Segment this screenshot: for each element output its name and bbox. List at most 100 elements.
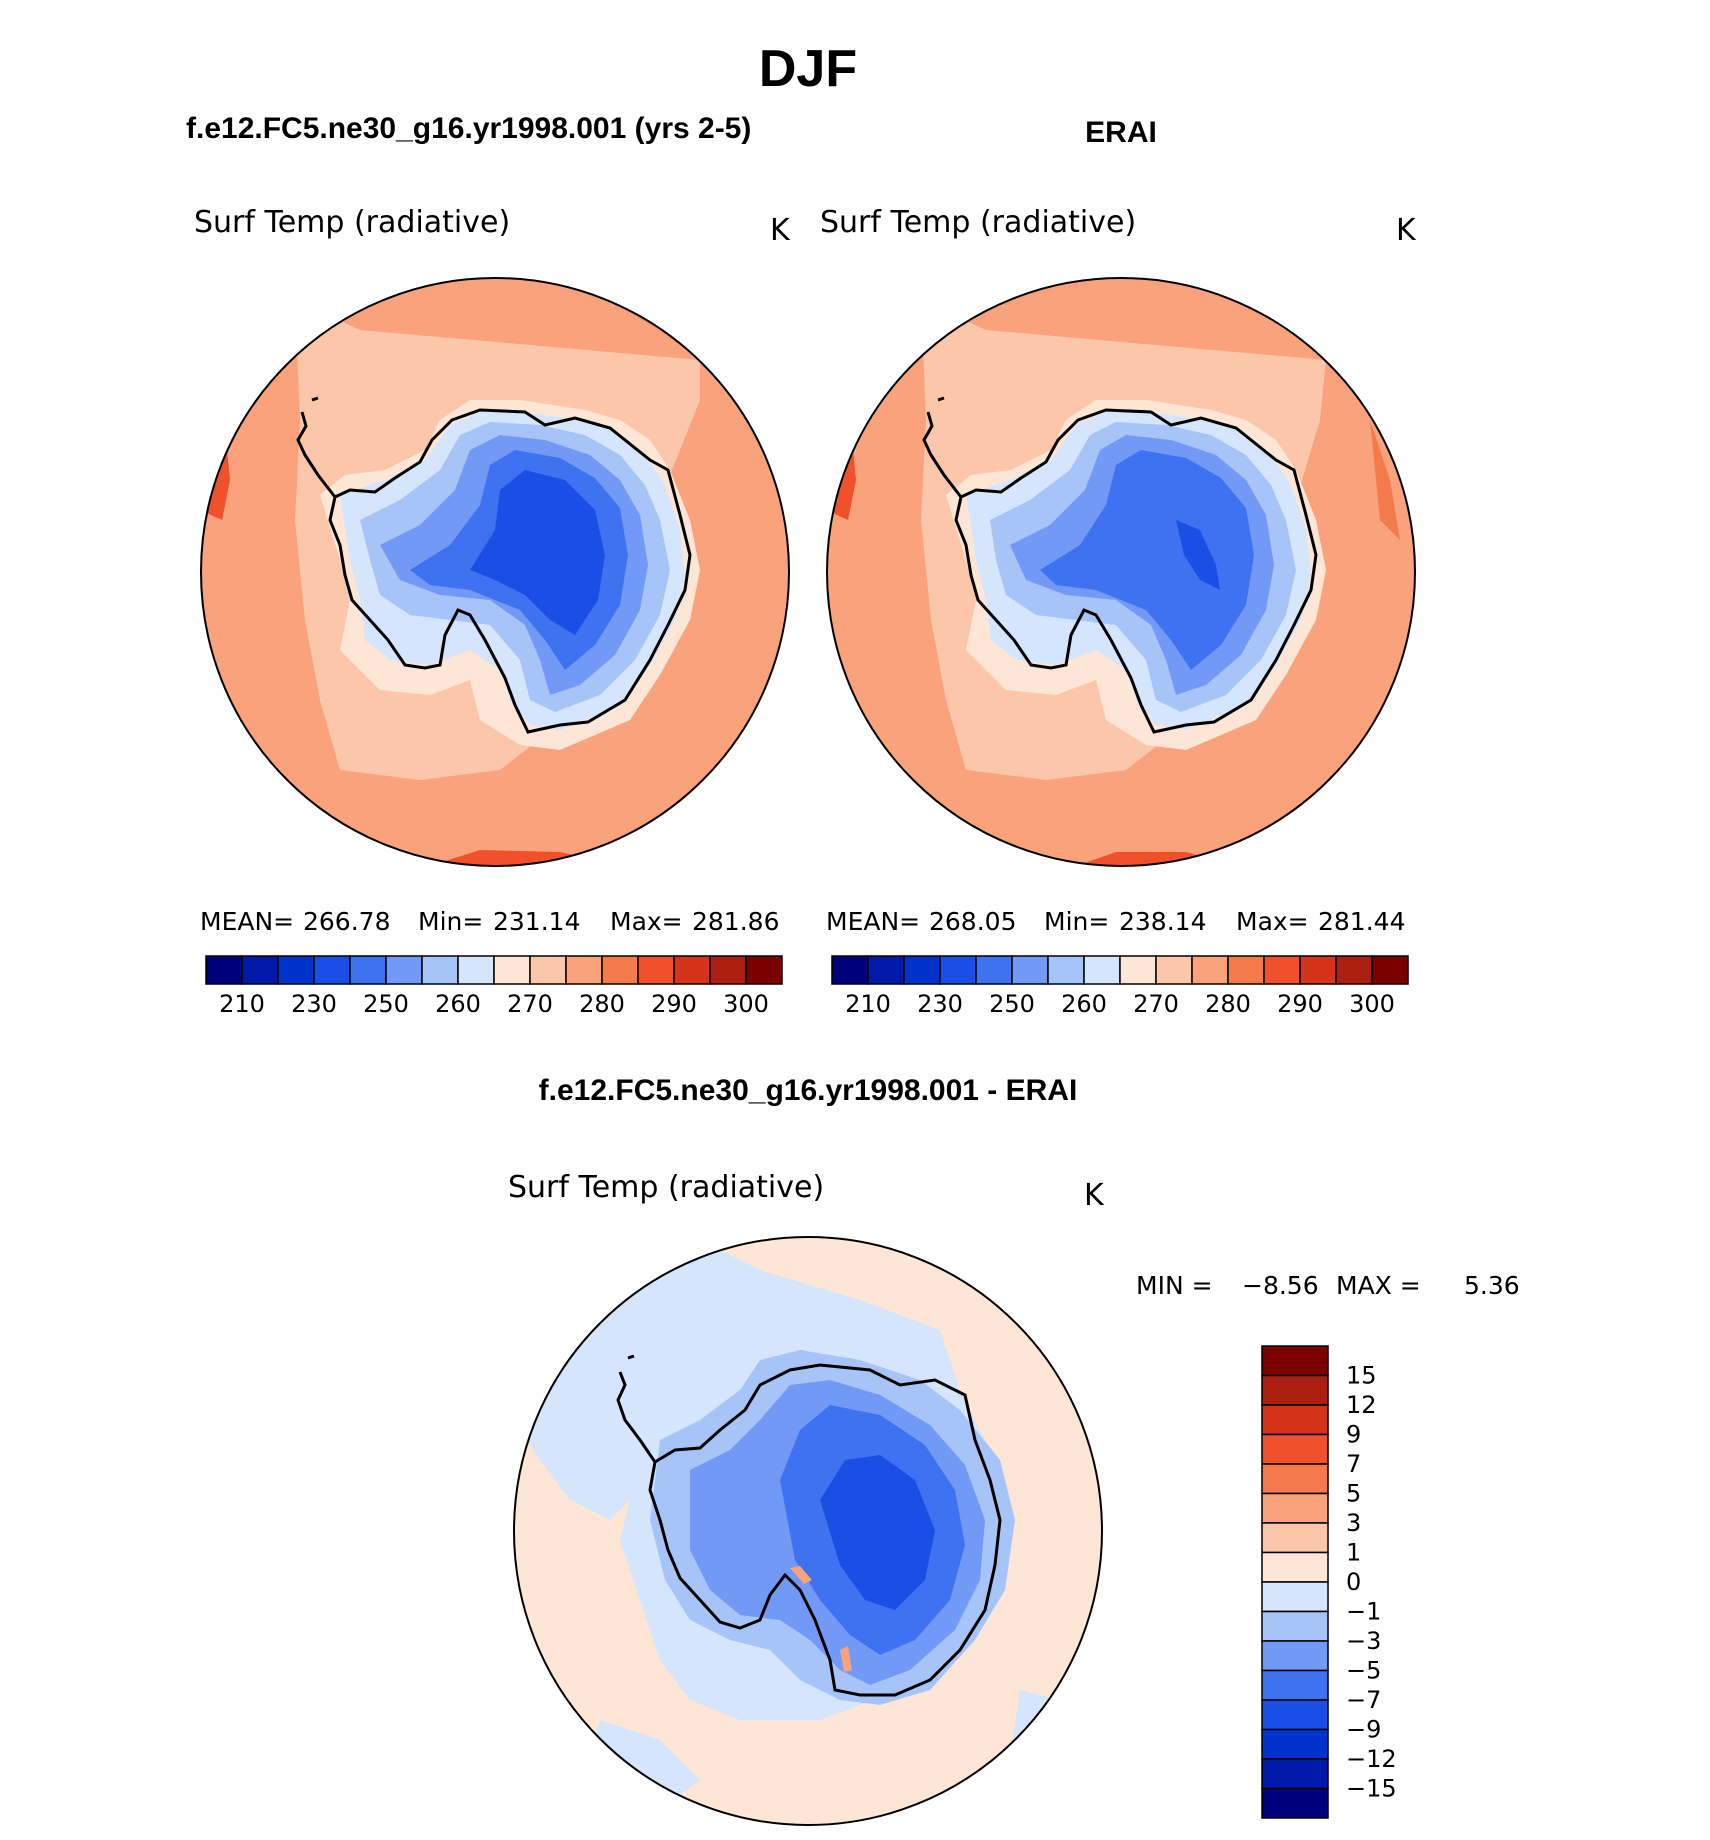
colorbar-swatch bbox=[975, 955, 1013, 985]
colorbar-tick-label: −9 bbox=[1346, 1716, 1381, 1744]
diff-min-value: −8.56 bbox=[1242, 1271, 1319, 1300]
colorbar-tick-label: 7 bbox=[1346, 1450, 1361, 1478]
panel-2-min-value: 238.14 bbox=[1119, 907, 1206, 936]
colorbar-tick-label: −7 bbox=[1346, 1686, 1381, 1714]
colorbar-swatch bbox=[1155, 955, 1193, 985]
colorbar-tick-label: 3 bbox=[1346, 1509, 1361, 1537]
colorbar-swatch bbox=[903, 955, 941, 985]
colorbar-tick-label: 260 bbox=[435, 990, 481, 1018]
colorbar-tick-label: 0 bbox=[1346, 1568, 1361, 1596]
colorbar-swatch bbox=[1261, 1433, 1329, 1465]
diff-panel-header: f.e12.FC5.ne30_g16.yr1998.001 - ERAI bbox=[539, 1074, 1078, 1107]
colorbar-swatch bbox=[1047, 955, 1085, 985]
diff-units-label: K bbox=[1084, 1178, 1105, 1213]
diff-min-label: MIN = bbox=[1136, 1271, 1213, 1300]
colorbar-swatch bbox=[205, 955, 243, 985]
colorbar-swatch bbox=[529, 955, 567, 985]
colorbar-tick-label: 280 bbox=[1205, 990, 1251, 1018]
colorbar-swatch bbox=[457, 955, 495, 985]
colorbar-swatch bbox=[1261, 1669, 1329, 1701]
colorbar-tick-label: −5 bbox=[1346, 1657, 1381, 1685]
colorbar-tick-label: 250 bbox=[363, 990, 409, 1018]
colorbar-tick-label: 290 bbox=[1277, 990, 1323, 1018]
diff-map-border bbox=[513, 1236, 1103, 1826]
colorbar-tick-label: 15 bbox=[1346, 1362, 1377, 1390]
island-southern-ocean bbox=[627, 1354, 635, 1360]
panel-2-header: ERAI bbox=[1085, 116, 1157, 149]
colorbar-swatch bbox=[1011, 955, 1049, 985]
colorbar-swatch bbox=[601, 955, 639, 985]
colorbar-tick-label: 9 bbox=[1346, 1421, 1361, 1449]
colorbar-swatch bbox=[493, 955, 531, 985]
panel-1-max-value: 281.86 bbox=[692, 907, 779, 936]
figure-title: DJF bbox=[759, 40, 857, 98]
colorbar-swatch bbox=[1261, 1581, 1329, 1613]
colorbar-swatch bbox=[241, 955, 279, 985]
panel-1-min-value: 231.14 bbox=[493, 907, 580, 936]
diff-max-label: MAX = bbox=[1336, 1271, 1421, 1300]
colorbar-swatch bbox=[1227, 955, 1265, 985]
diff-stats: MIN = −8.56 MAX = 5.36 bbox=[1136, 1271, 1520, 1300]
colorbar-tick-label: 5 bbox=[1346, 1480, 1361, 1508]
colorbar-tick-label: 12 bbox=[1346, 1391, 1377, 1419]
colorbar-swatch bbox=[1261, 1345, 1329, 1377]
colorbar-swatch bbox=[745, 955, 783, 985]
warm-anomaly-coast-2 bbox=[840, 1646, 852, 1672]
colorbar-swatch bbox=[1371, 955, 1409, 985]
panel-2-min-label: Min= bbox=[1044, 907, 1109, 936]
colorbar-tick-label: 1 bbox=[1346, 1539, 1361, 1567]
panel-1-map bbox=[201, 278, 789, 866]
colorbar-swatch bbox=[1119, 955, 1157, 985]
colorbar-tick-label: 270 bbox=[507, 990, 553, 1018]
colorbar-tick-label: 300 bbox=[1349, 990, 1395, 1018]
panel-1-header: f.e12.FC5.ne30_g16.yr1998.001 (yrs 2-5) bbox=[186, 112, 751, 145]
colorbar-tick-label: −1 bbox=[1346, 1598, 1381, 1626]
panel-2-map-border bbox=[826, 277, 1416, 867]
colorbar-tick-label: 230 bbox=[291, 990, 337, 1018]
land-tier-230 bbox=[1040, 450, 1254, 670]
diff-map bbox=[514, 1237, 1102, 1825]
panel-2-stats: MEAN= 268.05 Min= 238.14 Max= 281.44 bbox=[826, 907, 1405, 936]
colorbar-swatch bbox=[1261, 1492, 1329, 1524]
colorbar-tick-label: 280 bbox=[579, 990, 625, 1018]
panel-1-map-border bbox=[200, 277, 790, 867]
colorbar-swatch bbox=[1261, 1463, 1329, 1495]
colorbar-swatch bbox=[1261, 1374, 1329, 1406]
coastline-antarctica bbox=[328, 408, 692, 734]
colorbar-swatch bbox=[421, 955, 459, 985]
panel-2-max-value: 281.44 bbox=[1318, 907, 1405, 936]
panel-1-mean-label: MEAN= bbox=[200, 907, 294, 936]
colorbar-swatch bbox=[1083, 955, 1121, 985]
island-southern-ocean bbox=[937, 396, 945, 402]
panel-1-max-label: Max= bbox=[610, 907, 683, 936]
colorbar-swatch bbox=[1261, 1551, 1329, 1583]
land-tier-220 bbox=[1176, 520, 1220, 590]
colorbar-swatch bbox=[1299, 955, 1337, 985]
colorbar-tick-label: 300 bbox=[723, 990, 769, 1018]
panel-1-stats: MEAN= 266.78 Min= 231.14 Max= 281.86 bbox=[200, 907, 779, 936]
colorbar-swatch bbox=[1261, 1522, 1329, 1554]
panel-2-variable-label: Surf Temp (radiative) bbox=[820, 205, 1136, 240]
colorbar-swatch bbox=[277, 955, 315, 985]
antarctic-peninsula bbox=[616, 1371, 657, 1463]
colorbar-tick-label: 230 bbox=[917, 990, 963, 1018]
warm-anomaly-coast-1 bbox=[790, 1566, 812, 1584]
land-tier-220 bbox=[470, 470, 605, 635]
colorbar-tick-label: 290 bbox=[651, 990, 697, 1018]
colorbar-swatch bbox=[313, 955, 351, 985]
colorbar-swatch bbox=[1261, 1610, 1329, 1642]
colorbar-swatch bbox=[565, 955, 603, 985]
colorbar-swatch bbox=[1261, 1758, 1329, 1790]
diff-variable-label: Surf Temp (radiative) bbox=[508, 1170, 824, 1205]
coastline-antarctica bbox=[954, 408, 1318, 734]
antarctic-peninsula bbox=[296, 411, 337, 498]
coastline-antarctica bbox=[648, 1363, 1002, 1697]
colorbar-swatch bbox=[1263, 955, 1301, 985]
colorbar-swatch bbox=[1261, 1787, 1329, 1819]
colorbar-swatch bbox=[673, 955, 711, 985]
panel-1-units-label: K bbox=[770, 213, 791, 248]
colorbar-swatch bbox=[349, 955, 387, 985]
panel-2-max-label: Max= bbox=[1236, 907, 1309, 936]
panel-2-colorbar: 210 230 250 260 270 280 290 300 bbox=[831, 955, 1409, 1018]
